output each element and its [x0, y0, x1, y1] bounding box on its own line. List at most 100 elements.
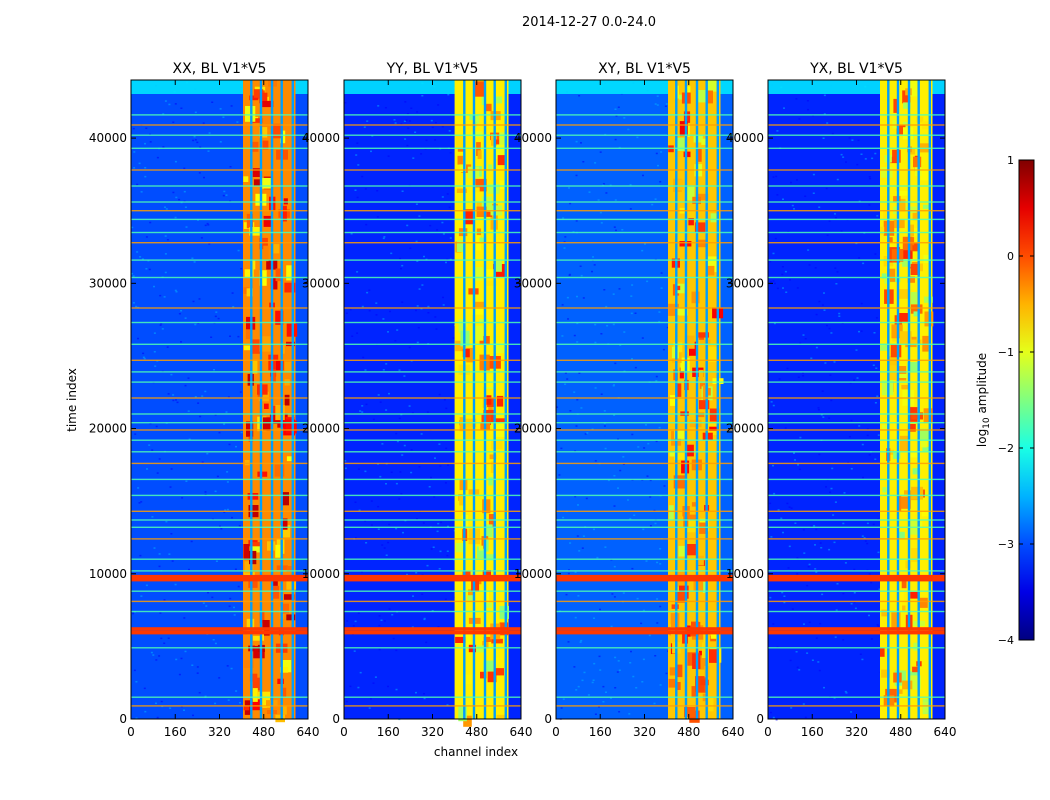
noise-speck [399, 257, 402, 260]
noise-speck [877, 434, 880, 436]
band-blotch [903, 102, 911, 109]
band-blotch [688, 211, 694, 226]
band-blotch [286, 456, 293, 462]
band-blotch [694, 222, 706, 233]
noise-speck [562, 217, 565, 219]
band-blotch [669, 451, 677, 457]
noise-speck [199, 146, 202, 148]
rfi-row [768, 519, 945, 521]
noise-speck [612, 385, 615, 387]
noise-speck [593, 617, 595, 619]
band-blotch [676, 664, 683, 678]
noise-speck [385, 483, 387, 485]
band-gap [684, 80, 688, 719]
band-blotch [691, 291, 700, 304]
noise-speck [355, 154, 358, 156]
noise-speck [427, 305, 430, 308]
noise-speck [844, 562, 847, 564]
noise-speck [831, 467, 834, 470]
noise-speck [365, 542, 368, 544]
noise-speck [614, 138, 617, 141]
rfi-row [344, 231, 521, 234]
noise-speck [131, 226, 134, 229]
band-blotch [485, 269, 496, 277]
noise-speck [197, 402, 200, 404]
band-blotch [280, 525, 291, 538]
band-blotch [923, 254, 929, 263]
noise-speck [174, 160, 177, 163]
rfi-row [344, 429, 521, 431]
noise-speck [812, 173, 815, 176]
noise-speck [790, 707, 793, 709]
band-blotch [910, 452, 921, 458]
band-gap [493, 80, 496, 719]
x-tick-label: 640 [510, 725, 533, 739]
noise-speck [164, 100, 167, 102]
band-blotch [699, 339, 711, 345]
noise-speck [149, 422, 152, 425]
band-blotch [910, 263, 920, 275]
noise-speck [628, 713, 631, 715]
noise-speck [876, 215, 879, 217]
noise-speck [642, 658, 645, 661]
noise-speck [202, 122, 205, 124]
band-blotch [706, 80, 717, 92]
noise-speck [214, 702, 217, 705]
noise-speck [655, 375, 658, 378]
band-blotch [701, 642, 706, 658]
x-tick-label: 320 [208, 725, 231, 739]
rfi-row [131, 610, 308, 613]
noise-speck [418, 288, 421, 290]
noise-speck [861, 535, 864, 537]
rfi-row [768, 381, 945, 383]
band-blotch [675, 285, 681, 291]
noise-speck [866, 542, 869, 545]
noise-speck [148, 444, 151, 446]
noise-speck [793, 208, 795, 210]
rfi-row [131, 321, 308, 324]
noise-speck [569, 202, 572, 205]
noise-speck [562, 698, 565, 700]
rfi-row [768, 169, 945, 171]
noise-speck [432, 546, 435, 548]
band-blotch [461, 164, 472, 173]
noise-speck [415, 240, 418, 243]
noise-speck [574, 571, 577, 573]
noise-speck [231, 516, 233, 519]
noise-speck [622, 463, 625, 465]
rfi-row [768, 185, 945, 187]
noise-speck [586, 432, 589, 434]
band-blotch [284, 394, 290, 406]
band-blotch [275, 268, 283, 282]
rfi-row [344, 381, 521, 383]
noise-speck [785, 291, 788, 293]
noise-speck [383, 547, 386, 549]
band-gap [504, 80, 507, 719]
band-blotch [696, 555, 704, 566]
noise-speck [773, 492, 776, 495]
band-gap [472, 80, 476, 719]
band-blotch [899, 496, 911, 509]
band-blotch [675, 179, 684, 191]
band-blotch [674, 231, 687, 241]
noise-speck [802, 372, 804, 374]
rfi-row [131, 185, 308, 187]
noise-speck [832, 514, 835, 516]
band-blotch [286, 566, 292, 572]
noise-speck [660, 287, 663, 289]
y-tick-label: 30000 [89, 276, 127, 290]
band-blotch [243, 544, 250, 560]
noise-speck [165, 520, 168, 523]
noise-speck [858, 425, 861, 427]
rfi-row [556, 526, 733, 528]
band-blotch [269, 413, 278, 424]
noise-speck [223, 511, 226, 513]
noise-speck [190, 540, 193, 543]
noise-speck [357, 164, 360, 166]
noise-speck [383, 620, 386, 622]
noise-speck [641, 681, 644, 683]
noise-speck [150, 651, 153, 654]
noise-speck [144, 710, 147, 713]
noise-speck [208, 132, 211, 134]
noise-speck [795, 98, 798, 100]
